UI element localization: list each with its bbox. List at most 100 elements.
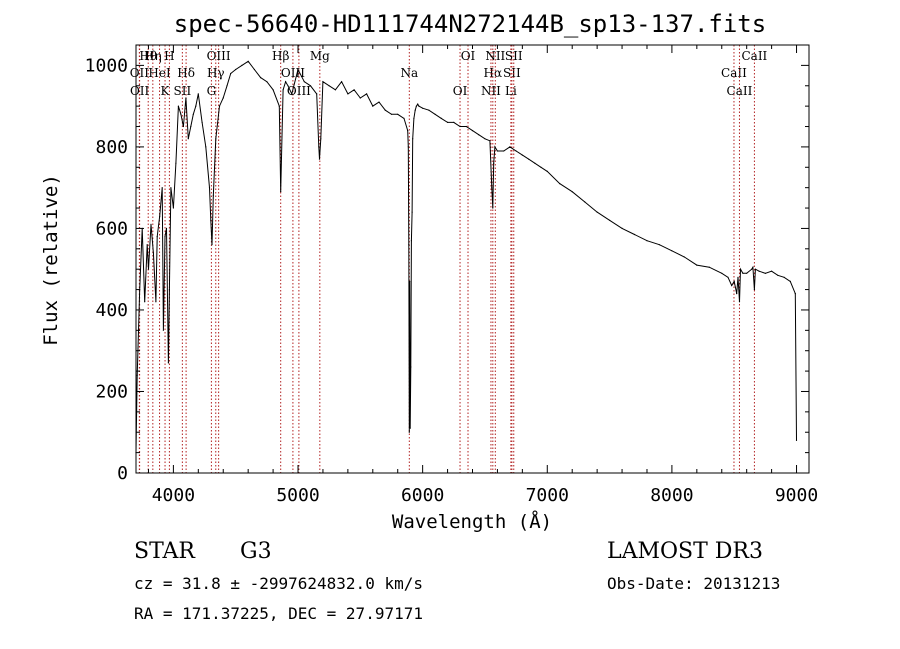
marker-label-9: OIII bbox=[207, 49, 231, 63]
marker-label-10: Hγ bbox=[207, 66, 225, 80]
data-point-0-142 bbox=[758, 270, 760, 272]
data-point-0-19 bbox=[172, 207, 174, 209]
x-tick-label-1: 5000 bbox=[276, 485, 319, 506]
marker-label-12: Hβ bbox=[272, 49, 289, 63]
data-point-0-81 bbox=[410, 366, 412, 368]
data-point-0-80 bbox=[409, 427, 411, 429]
data-point-0-145 bbox=[777, 274, 779, 276]
marker-label-13: OIII bbox=[281, 66, 305, 80]
data-point-0-43 bbox=[247, 60, 249, 62]
data-point-0-82 bbox=[410, 240, 412, 242]
x-tick-label-2: 6000 bbox=[401, 485, 444, 506]
data-point-0-103 bbox=[492, 207, 494, 209]
data-point-0-71 bbox=[384, 109, 386, 111]
data-point-0-16 bbox=[167, 362, 169, 364]
data-point-0-76 bbox=[407, 146, 409, 148]
marker-label-16: Na bbox=[400, 66, 418, 80]
data-point-0-58 bbox=[318, 146, 320, 148]
data-point-0-106 bbox=[496, 150, 498, 152]
data-point-0-24 bbox=[185, 97, 187, 99]
data-point-0-86 bbox=[414, 109, 416, 111]
data-point-0-56 bbox=[309, 85, 312, 87]
data-point-0-96 bbox=[459, 125, 461, 128]
x-tick-label-4: 8000 bbox=[650, 485, 693, 506]
data-point-0-133 bbox=[737, 276, 739, 278]
data-point-0-139 bbox=[752, 266, 754, 268]
data-point-0-141 bbox=[754, 268, 757, 270]
data-point-0-64 bbox=[341, 81, 343, 83]
marker-label-19: Hα bbox=[484, 66, 503, 80]
data-point-0-17 bbox=[168, 289, 170, 291]
data-point-0-113 bbox=[540, 166, 542, 168]
data-point-0-123 bbox=[658, 244, 661, 246]
data-point-0-62 bbox=[328, 85, 330, 87]
chart-title: spec-56640-HD111744N272144B_sp13-137.fit… bbox=[174, 10, 766, 38]
data-point-0-114 bbox=[546, 170, 548, 172]
data-point-0-11 bbox=[159, 215, 161, 217]
data-point-0-52 bbox=[287, 85, 289, 87]
data-point-0-66 bbox=[353, 89, 355, 91]
data-point-0-7 bbox=[150, 223, 152, 225]
data-point-0-99 bbox=[478, 134, 480, 136]
data-point-0-61 bbox=[322, 81, 324, 83]
data-point-0-50 bbox=[282, 89, 284, 91]
y-tick-label-1: 200 bbox=[95, 381, 128, 402]
marker-label-3: Hη bbox=[144, 49, 162, 63]
data-point-0-85 bbox=[413, 117, 415, 119]
y-tick-label-3: 600 bbox=[95, 218, 128, 239]
data-point-0-70 bbox=[378, 101, 380, 103]
data-point-0-116 bbox=[571, 191, 573, 193]
data-point-0-15 bbox=[165, 227, 168, 229]
data-point-0-120 bbox=[621, 227, 623, 229]
data-point-0-110 bbox=[521, 154, 524, 156]
marker-label-8: SII bbox=[174, 84, 192, 98]
data-point-0-34 bbox=[211, 244, 213, 246]
data-point-0-88 bbox=[417, 103, 419, 105]
data-point-0-32 bbox=[208, 187, 211, 189]
data-point-0-42 bbox=[241, 64, 243, 66]
data-point-0-128 bbox=[721, 272, 723, 274]
data-point-0-143 bbox=[764, 272, 767, 274]
data-point-0-33 bbox=[210, 219, 212, 221]
data-point-0-138 bbox=[751, 268, 753, 270]
marker-label-15: Mg bbox=[310, 49, 330, 63]
data-point-0-12 bbox=[161, 187, 163, 189]
data-point-0-100 bbox=[484, 138, 486, 140]
marker-label-11: G bbox=[207, 84, 217, 98]
data-point-0-126 bbox=[696, 264, 698, 266]
data-point-0-39 bbox=[226, 85, 228, 87]
marker-label-2: OII bbox=[130, 84, 150, 98]
marker-label-18: OI bbox=[461, 49, 476, 63]
data-point-0-104 bbox=[493, 162, 495, 164]
data-point-0-140 bbox=[753, 289, 756, 291]
data-point-0-23 bbox=[182, 125, 184, 128]
data-point-0-93 bbox=[440, 117, 442, 119]
data-point-0-136 bbox=[742, 272, 744, 274]
data-point-0-129 bbox=[727, 276, 729, 278]
y-tick-label-0: 0 bbox=[117, 463, 128, 484]
data-point-0-4 bbox=[144, 301, 146, 303]
data-point-0-60 bbox=[320, 138, 322, 140]
series-group bbox=[135, 60, 798, 454]
data-point-0-73 bbox=[397, 113, 399, 115]
data-point-0-121 bbox=[633, 233, 636, 236]
data-point-0-40 bbox=[230, 72, 232, 75]
data-point-0-54 bbox=[297, 68, 299, 71]
data-point-0-1 bbox=[136, 374, 138, 376]
data-point-0-91 bbox=[428, 109, 430, 111]
marker-label-5: K bbox=[161, 84, 171, 98]
data-point-0-108 bbox=[509, 146, 511, 148]
data-point-0-53 bbox=[291, 93, 293, 95]
data-point-0-41 bbox=[235, 68, 237, 71]
x-tick-label-0: 4000 bbox=[152, 485, 195, 506]
survey-name: LAMOST DR3 bbox=[607, 539, 763, 564]
x-tick-label-5: 9000 bbox=[775, 485, 818, 506]
axes: 4000 5000 6000 7000 8000 9000 0 200 400 600 800 100… bbox=[85, 45, 818, 506]
data-point-0-124 bbox=[671, 250, 673, 252]
data-point-0-147 bbox=[789, 280, 791, 282]
data-point-0-92 bbox=[434, 113, 436, 115]
data-point-0-127 bbox=[708, 266, 710, 268]
x-axis-label: Wavelength (Å) bbox=[392, 510, 552, 533]
data-point-0-95 bbox=[453, 121, 455, 123]
